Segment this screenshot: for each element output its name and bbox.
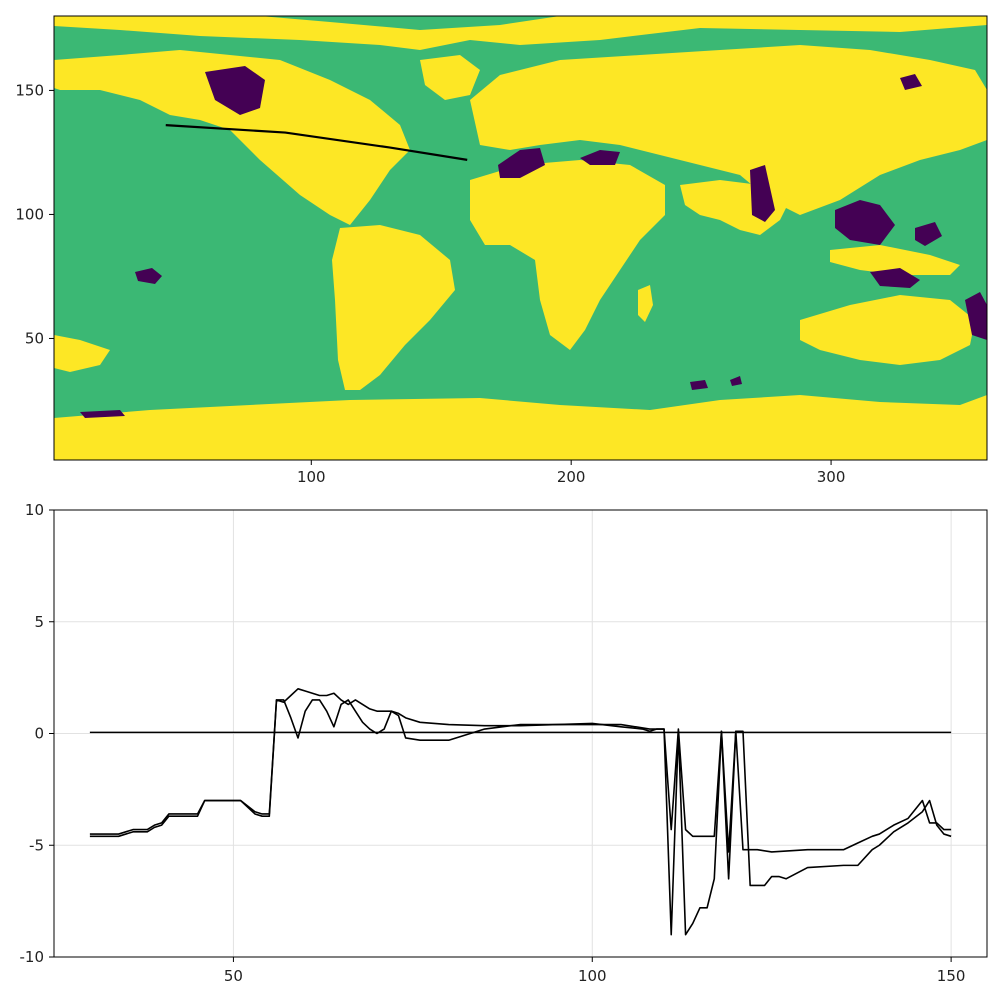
lake-6 — [915, 222, 942, 246]
y-tick-label: -10 — [20, 948, 45, 966]
y-tick-label: 10 — [25, 501, 44, 519]
land-greenland — [420, 55, 480, 100]
land-south-america — [332, 225, 455, 390]
x-tick-label: 50 — [224, 967, 243, 985]
map-axes: 100 200 300 50 100 150 — [15, 81, 845, 486]
map-regions — [54, 16, 987, 460]
land-west-coast — [54, 335, 110, 372]
land-madagascar — [638, 285, 653, 322]
land-arctic — [54, 16, 987, 50]
map-y-tick-label: 150 — [15, 81, 44, 99]
lake-5 — [835, 200, 895, 245]
map-y-tick-label: 100 — [15, 205, 44, 223]
y-tick-label: 0 — [34, 725, 44, 743]
lake-4 — [750, 165, 775, 222]
land-south-band — [54, 395, 987, 460]
lake-2 — [498, 148, 545, 178]
x-tick-label: 150 — [937, 967, 966, 985]
transect-line — [165, 124, 468, 161]
land-north-america — [54, 50, 410, 225]
lake-7 — [870, 268, 920, 288]
lake-8 — [965, 292, 987, 340]
land-africa — [470, 160, 665, 350]
land-australia — [800, 295, 975, 365]
plot-axes: 50 100 150 -10 -5 0 5 10 — [20, 501, 966, 985]
lake-10 — [900, 74, 922, 90]
y-tick-label: 5 — [34, 613, 44, 631]
lake-9 — [135, 268, 162, 284]
map-x-tick-label: 200 — [557, 468, 586, 486]
lake-1 — [205, 66, 265, 115]
map-frame — [53, 15, 988, 461]
lake-3 — [580, 150, 620, 165]
land-eurasia — [470, 45, 987, 215]
land-indonesia — [830, 245, 960, 275]
series-line-2 — [89, 687, 952, 936]
series-group — [89, 687, 952, 936]
map-x-tick-label: 300 — [817, 468, 846, 486]
line-panel: 50 100 150 -10 -5 0 5 10 — [20, 501, 988, 985]
lake-11 — [690, 380, 708, 390]
x-tick-label: 100 — [578, 967, 607, 985]
map-y-tick-label: 50 — [25, 329, 44, 347]
lake-12 — [80, 410, 125, 418]
lake-13 — [730, 376, 742, 386]
map-panel: 100 200 300 50 100 150 — [15, 15, 988, 486]
map-x-tick-label: 100 — [297, 468, 326, 486]
y-tick-label: -5 — [29, 836, 44, 854]
